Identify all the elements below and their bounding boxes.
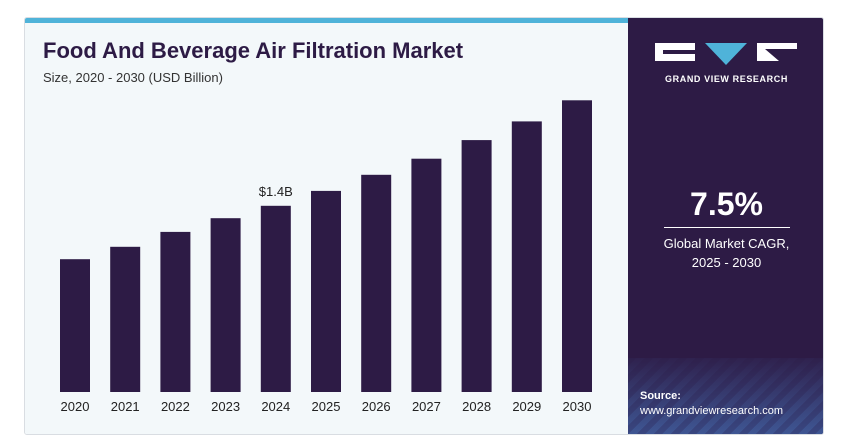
x-tick-label-2022: 2022 <box>161 399 190 414</box>
x-tick-label-2024: 2024 <box>261 399 290 414</box>
bar-2025 <box>311 190 341 392</box>
cagr-label-line-2: 2025 - 2030 <box>691 255 762 270</box>
bar-2030 <box>562 100 592 393</box>
chart-panel: Food And Beverage Air Filtration Market … <box>25 18 628 434</box>
bar-2026 <box>361 174 392 392</box>
bar-2020 <box>60 259 90 392</box>
x-tick-label-2026: 2026 <box>362 399 391 414</box>
chart-title: Food And Beverage Air Filtration Market <box>43 38 464 63</box>
x-tick-label-2023: 2023 <box>211 399 240 414</box>
x-tick-label-2021: 2021 <box>111 399 140 414</box>
logo-text: GRAND VIEW RESEARCH <box>665 74 788 84</box>
chart-subtitle: Size, 2020 - 2030 (USD Billion) <box>43 70 223 85</box>
bar-chart: 2020 2021 2022 2023 2024 2025 2026 2027 2028 2029… <box>60 100 592 414</box>
chart-card: Food And Beverage Air Filtration Market … <box>24 17 824 435</box>
source-title: Source: <box>640 390 681 402</box>
x-tick-label-2027: 2027 <box>412 399 441 414</box>
x-tick-label-2020: 2020 <box>61 399 90 414</box>
bar-2027 <box>411 158 442 392</box>
x-tick-label-2029: 2029 <box>512 399 541 414</box>
x-tick-label-2025: 2025 <box>312 399 341 414</box>
bar-2029 <box>511 121 542 393</box>
x-tick-label-2030: 2030 <box>563 399 592 414</box>
bar-2022 <box>160 231 191 392</box>
bar-2023 <box>210 218 241 392</box>
bar-2024 <box>260 205 291 392</box>
x-tick-label-2028: 2028 <box>462 399 491 414</box>
top-accent-bar <box>25 18 628 23</box>
cagr-value: 7.5% <box>690 186 763 222</box>
cagr-label-line-1: Global Market CAGR, <box>663 236 790 251</box>
info-sidebar: GRAND VIEW RESEARCH 7.5% Global Market C… <box>628 18 823 434</box>
grand-view-research-logo-icon <box>655 43 797 65</box>
data-label-2024: $1.4B <box>259 184 293 199</box>
source-band <box>628 358 823 434</box>
bar-2021 <box>110 246 141 392</box>
bar-2028 <box>461 140 492 392</box>
source-link[interactable]: www.grandviewresearch.com <box>640 405 784 417</box>
cagr-label: Global Market CAGR, 2025 - 2030 <box>628 234 823 272</box>
cagr-divider <box>664 227 790 228</box>
